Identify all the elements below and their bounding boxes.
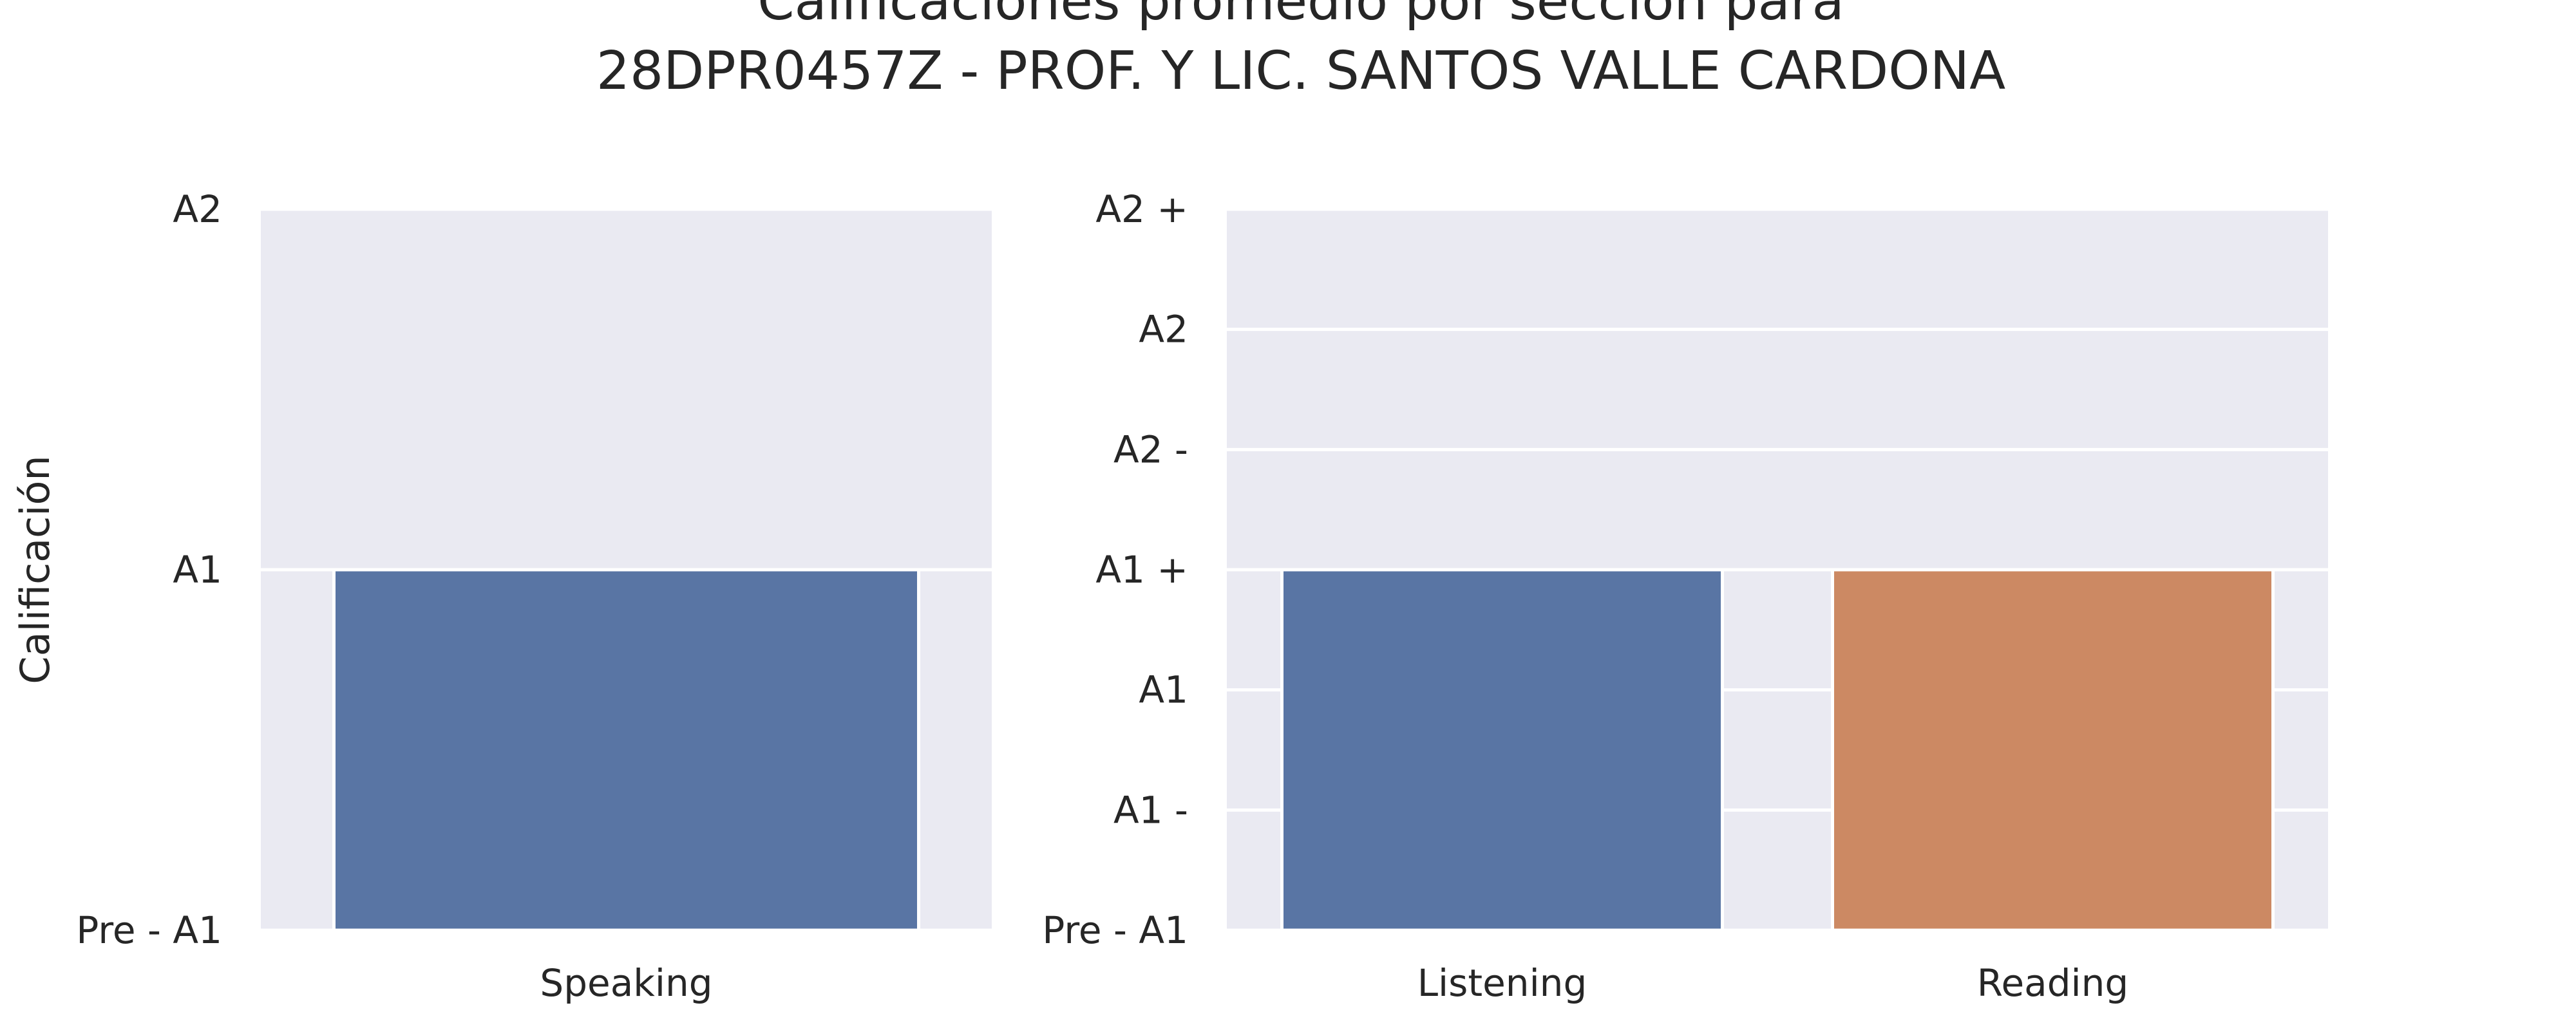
x-tick-label: Listening	[1417, 961, 1587, 1005]
chart-title-line-1: Calificaciones promedio por sección para	[757, 0, 1844, 32]
bar-listening	[1280, 568, 1724, 932]
subplot-speaking: Pre - A1 A1 A2 Speaking	[76, 187, 992, 1005]
y-tick-label: A1	[173, 548, 222, 592]
x-tick-label: Speaking	[540, 961, 712, 1005]
x-tick-label: Reading	[1977, 961, 2128, 1005]
y-tick-label: A2 +	[1095, 187, 1188, 231]
y-tick-label: A2	[173, 187, 222, 231]
y-tick-label: A1 -	[1113, 788, 1188, 832]
y-tick-label: A2 -	[1113, 427, 1188, 471]
y-axis-label: Calificación	[12, 455, 59, 684]
bar-speaking	[332, 568, 920, 932]
y-tick-label: A1	[1139, 668, 1188, 712]
chart-title-line-2: 28DPR0457Z - PROF. Y LIC. SANTOS VALLE C…	[596, 41, 2005, 102]
y-tick-label: Pre - A1	[76, 908, 222, 952]
bar-reading	[1831, 568, 2275, 932]
y-tick-label: Pre - A1	[1042, 908, 1188, 952]
y-tick-label: A2	[1139, 308, 1188, 351]
subplot-listening-reading: Pre - A1 A1 - A1 A1 + A2 - A2 A2 + Listening Rea…	[1042, 187, 2328, 1005]
y-tick-label: A1 +	[1095, 548, 1188, 592]
